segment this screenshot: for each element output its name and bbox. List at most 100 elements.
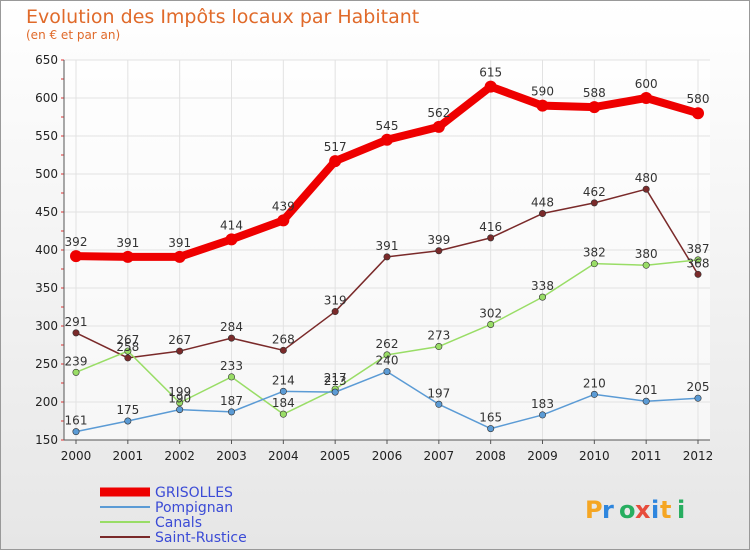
data-label: 240 (376, 354, 399, 368)
data-point (173, 250, 186, 263)
axes: 150 200 250 300 350 400 450 500 550 600 650 2000 200… (35, 53, 713, 463)
data-label: 615 (479, 66, 502, 80)
data-label: 545 (376, 119, 399, 133)
data-label: 210 (583, 376, 606, 390)
x-tick-label: 2007 (424, 449, 455, 463)
data-point (228, 408, 236, 416)
data-point (538, 293, 546, 301)
data-label: 175 (116, 403, 139, 417)
y-tick-label: 250 (35, 357, 58, 371)
data-label: 448 (531, 196, 554, 210)
data-point (176, 406, 184, 414)
data-point (435, 343, 443, 351)
data-label: 214 (272, 373, 295, 387)
logo-letter: t (660, 496, 671, 524)
data-point (642, 185, 650, 193)
data-point (383, 351, 391, 359)
data-label: 268 (272, 332, 295, 346)
data-label: 183 (531, 397, 554, 411)
data-point (383, 253, 391, 261)
data-label: 239 (65, 354, 88, 368)
data-label: 380 (635, 247, 658, 261)
data-point (381, 133, 393, 146)
data-point (435, 247, 443, 255)
y-tick-label: 650 (35, 53, 58, 67)
logo-letter: o (619, 496, 636, 524)
data-label: 165 (479, 411, 502, 425)
x-tick-label: 2011 (631, 449, 662, 463)
data-point (487, 425, 495, 433)
data-point (432, 120, 445, 133)
data-point (277, 214, 290, 227)
data-point (694, 256, 702, 264)
data-label: 284 (220, 320, 243, 334)
chart-title: Evolution des Impôts locaux par Habitant (26, 6, 419, 28)
x-tick-label: 2009 (527, 449, 558, 463)
data-point (694, 270, 702, 278)
data-point (72, 428, 80, 436)
legend-entry: GRISOLLES (155, 485, 233, 501)
data-label: 439 (272, 199, 295, 213)
data-label: 399 (427, 233, 450, 247)
data-label: 217 (324, 371, 347, 385)
data-point (331, 308, 339, 316)
data-point (70, 250, 82, 263)
data-point (228, 373, 236, 381)
data-point (176, 347, 184, 355)
x-tick-label: 2004 (268, 449, 299, 463)
data-point (487, 234, 495, 242)
logo-letter: i (651, 496, 659, 524)
data-label: 391 (376, 239, 399, 253)
x-tick-label: 2012 (683, 449, 714, 463)
data-label: 416 (479, 220, 502, 234)
data-label: 391 (168, 236, 191, 250)
data-label: 319 (324, 294, 347, 308)
data-label: 387 (687, 242, 710, 256)
data-point (228, 334, 236, 342)
data-label: 291 (65, 315, 88, 329)
data-point (121, 250, 134, 263)
data-label: 382 (583, 246, 606, 260)
data-point (538, 210, 546, 218)
data-label: 187 (220, 394, 243, 408)
data-label: 258 (116, 340, 139, 354)
data-label: 201 (635, 383, 658, 397)
data-point (435, 400, 443, 408)
x-tick-label: 2003 (216, 449, 247, 463)
data-point (279, 387, 287, 395)
data-point (176, 399, 184, 407)
logo-letter: i (677, 496, 685, 524)
y-tick-label: 350 (35, 281, 58, 295)
data-label: 414 (220, 218, 243, 232)
data-label: 267 (168, 333, 191, 347)
data-point (329, 155, 342, 168)
data-label: 391 (116, 236, 139, 250)
legend-entry: Canals (155, 515, 202, 531)
data-point (124, 417, 132, 425)
x-tick-label: 2002 (164, 449, 195, 463)
data-label: 517 (324, 140, 347, 154)
data-point (590, 199, 598, 207)
y-tick-label: 500 (35, 167, 58, 181)
legend-entry: Pompignan (155, 500, 233, 516)
chart-subtitle: (en € et par an) (26, 28, 120, 42)
data-label: 233 (220, 359, 243, 373)
y-tick-label: 150 (35, 433, 58, 447)
data-label: 190 (168, 392, 191, 406)
data-label: 302 (479, 306, 502, 320)
x-tick-label: 2005 (320, 449, 351, 463)
x-tick-label: 2008 (475, 449, 506, 463)
x-tick-label: 2010 (579, 449, 610, 463)
data-label: 338 (531, 279, 554, 293)
data-point (588, 101, 601, 114)
data-label: 184 (272, 396, 295, 410)
x-tick-label: 2006 (372, 449, 403, 463)
data-point (72, 368, 80, 376)
data-point (590, 260, 598, 268)
y-tick-label: 200 (35, 395, 58, 409)
data-label: 392 (65, 235, 88, 249)
data-point (536, 99, 549, 112)
